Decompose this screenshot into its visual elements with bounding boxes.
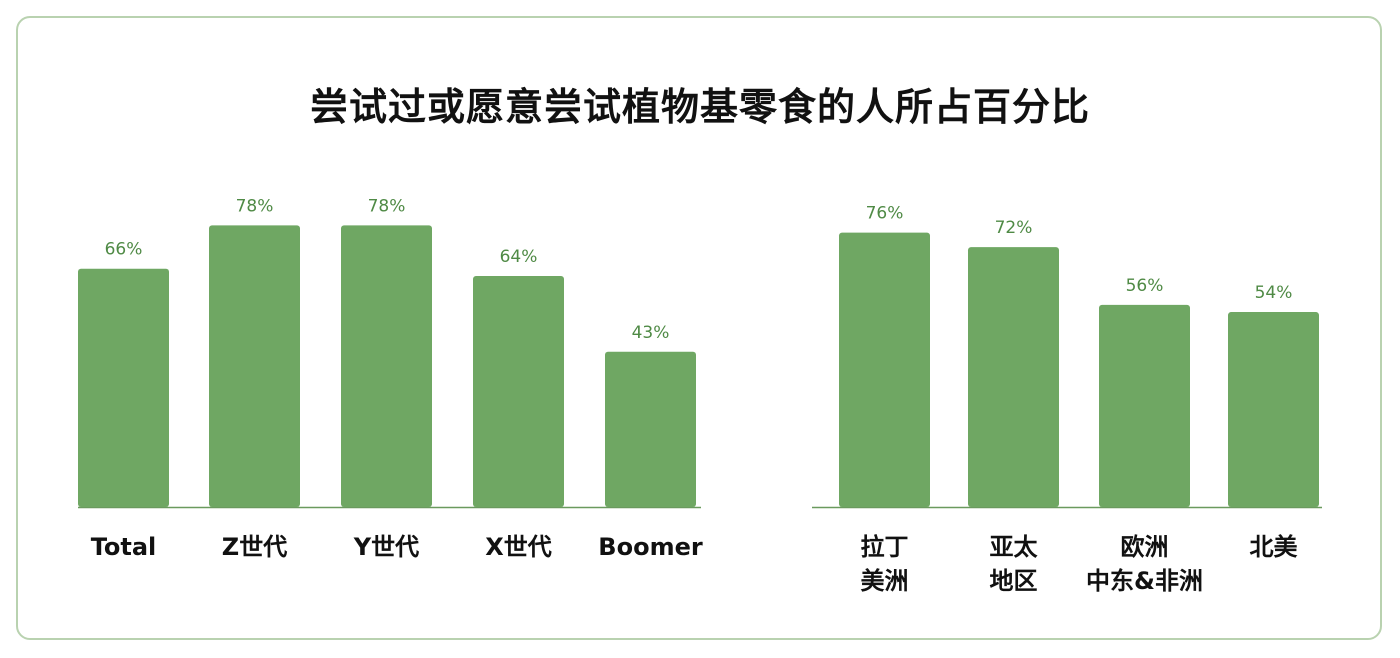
chart-2-bar-3: [1099, 304, 1190, 507]
chart-1-bar-4: [473, 275, 564, 507]
chart-2-value-label-4: 54%: [1255, 283, 1293, 303]
chart-2-bar-4: [1228, 312, 1319, 507]
chart-2-category-label-3-line-2: 中东&非洲: [1086, 567, 1203, 595]
chart-1-category-label-3: Y世代: [353, 533, 419, 561]
chart-2-value-label-2: 72%: [995, 218, 1033, 238]
chart-1-value-label-4: 64%: [500, 247, 538, 267]
chart-1-category-label-2: Z世代: [222, 533, 287, 561]
chart-title: 尝试过或愿意尝试植物基零食的人所占百分比: [309, 85, 1090, 129]
chart-1-value-label-1: 66%: [105, 240, 143, 260]
chart-2-value-label-1: 76%: [866, 204, 904, 224]
chart-2-bar-2: [968, 247, 1059, 507]
chart-2-category-label-4: 北美: [1250, 533, 1298, 561]
chart-1-value-label-3: 78%: [368, 196, 406, 216]
chart-1-category-label-5: Boomer: [598, 533, 703, 561]
chart-1-bar-1: [78, 268, 169, 507]
chart-1-value-label-5: 43%: [632, 323, 670, 343]
chart-2-category-label-1-line-1: 拉丁: [861, 533, 909, 561]
chart-1-bar-5: [605, 351, 696, 507]
chart-2-category-label-2-line-1: 亚太: [990, 533, 1039, 561]
chart-1-value-label-2: 78%: [236, 196, 274, 216]
chart-1-category-label-1: Total: [91, 533, 157, 561]
chart-1-bar-2: [209, 225, 300, 508]
chart-1-category-label-4: X世代: [485, 533, 552, 561]
chart-2-bar-1: [839, 232, 930, 507]
chart-2-value-label-3: 56%: [1126, 276, 1164, 296]
chart-1-bar-3: [341, 225, 432, 508]
chart-2-category-label-3-line-1: 欧洲: [1121, 533, 1169, 561]
chart-2-category-label-2-line-2: 地区: [990, 567, 1038, 595]
chart-2-category-label-1-line-2: 美洲: [861, 567, 909, 595]
